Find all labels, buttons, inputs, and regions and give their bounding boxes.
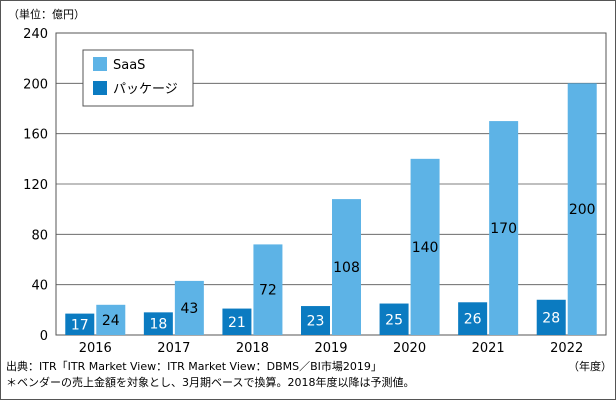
y-tick-label: 120 [23,178,48,193]
data-label-package-2020: 25 [385,312,403,328]
bar-package-2022 [536,299,566,335]
data-label-package-2022: 28 [542,310,560,326]
y-tick-label: 80 [31,228,48,243]
y-tick-label: 0 [40,329,48,344]
x-tick-label: 2018 [236,341,269,356]
y-axis: 0 40 80 120 160 200 240 [23,27,48,344]
x-tick-label: 2020 [393,341,426,356]
x-tick-label: 2019 [314,341,347,356]
data-label-saas-2020: 140 [412,240,439,256]
bar-package-2019 [301,306,330,335]
data-label-saas-2018: 72 [259,283,277,299]
bar-saas-2017 [174,280,204,335]
bar-package-2017 [143,312,173,335]
y-tick-label: 240 [23,27,48,42]
bar-saas-2022 [567,83,597,335]
data-label-package-2017: 18 [149,317,167,333]
data-label-package-2021: 26 [464,312,482,328]
data-label-saas-2017: 43 [180,301,198,317]
legend-label-saas: SaaS [113,58,145,73]
x-tick-label: 2017 [157,341,190,356]
bars: 17 24 18 43 21 72 23 108 25 140 26 170 28 200 [65,83,597,335]
footnote: ＊ベンダーの売上金額を対象とし、3月期ベースで換算。2018年度以降は予測値。 [6,376,415,389]
bar-saas-2020 [410,158,440,335]
bar-package-2021 [458,302,488,335]
legend-swatch-package [93,81,107,95]
legend-swatch-saas [93,57,107,71]
legend: SaaS パッケージ [82,49,194,107]
bar-package-2016 [65,313,95,335]
data-label-saas-2022: 200 [569,202,596,218]
data-label-saas-2016: 24 [102,313,120,329]
bar-package-2018 [222,308,252,335]
x-tick-label: 2016 [79,341,112,356]
x-axis: 2016 2017 2018 2019 2020 2021 2022 [79,341,584,356]
data-label-package-2018: 21 [228,315,246,331]
data-label-package-2019: 23 [307,314,325,330]
bar-saas-2021 [489,121,519,335]
data-label-saas-2019: 108 [333,260,360,276]
bar-saas-2018 [253,244,283,335]
data-label-package-2016: 17 [71,317,89,333]
y-tick-label: 40 [31,279,48,294]
x-tick-label: 2022 [550,341,583,356]
x-unit-label: （年度） [568,360,612,373]
y-tick-label: 160 [23,128,48,143]
source-note: 出典：ITR「ITR Market View：ITR Market View：D… [6,360,382,373]
legend-label-package: パッケージ [113,82,178,97]
x-tick-label: 2021 [472,341,505,356]
bar-package-2020 [379,303,409,335]
bar-saas-2016 [96,304,126,335]
y-tick-label: 200 [23,77,48,92]
data-label-saas-2021: 170 [490,221,517,237]
bar-saas-2019 [332,199,361,335]
y-unit-label: （単位：億円） [8,8,85,21]
